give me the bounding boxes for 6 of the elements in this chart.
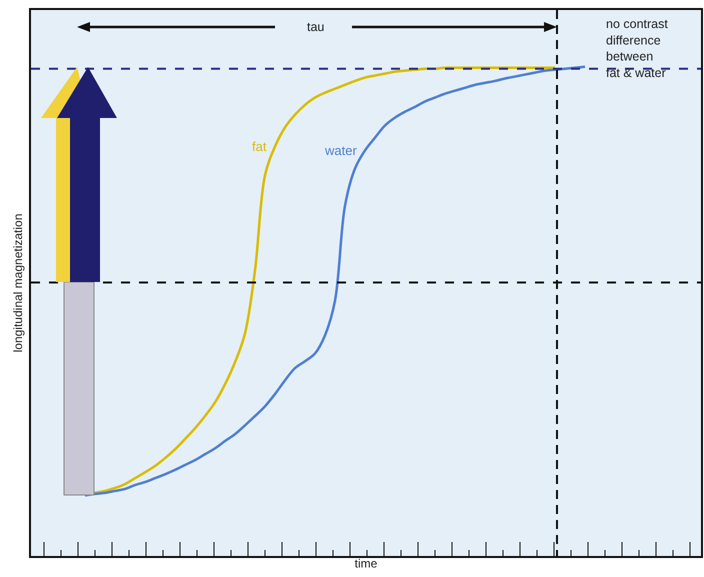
series-label: water: [324, 143, 358, 158]
series-label: fat: [252, 139, 267, 154]
y-axis-title: longitudinal magnetization: [10, 214, 25, 352]
text: tau: [307, 20, 324, 34]
text: no contrast difference between fat & water: [606, 17, 668, 80]
x-axis-title: time: [354, 556, 378, 570]
